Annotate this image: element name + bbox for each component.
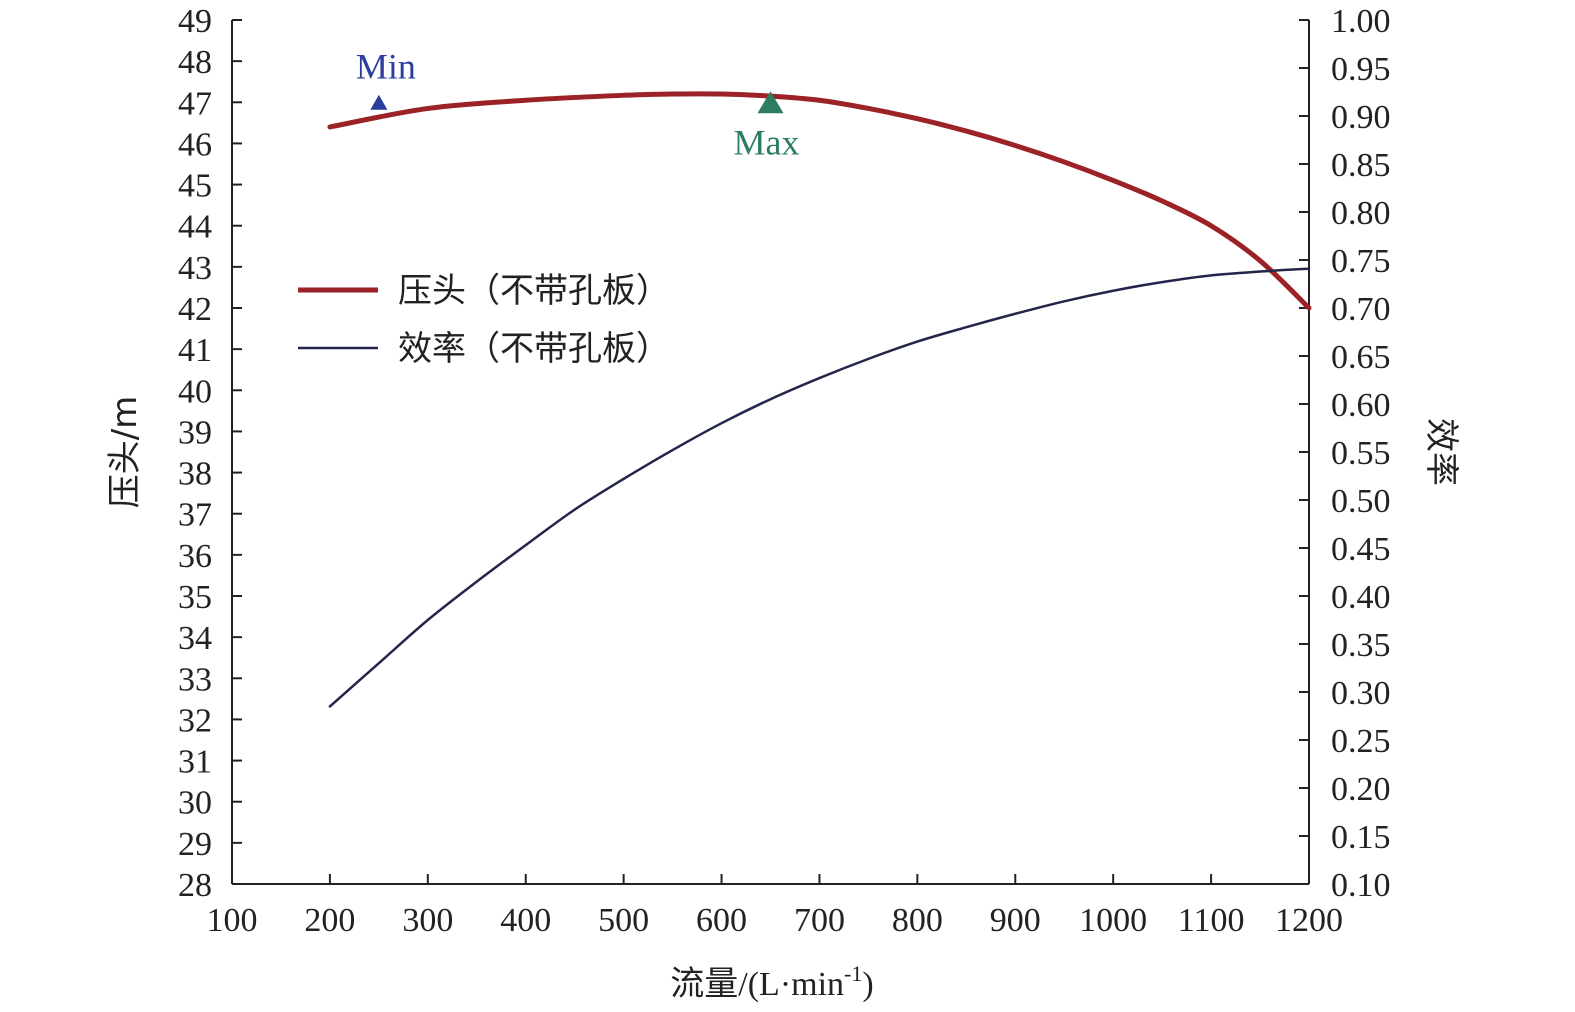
right-tick-label: 0.85 (1331, 147, 1391, 184)
marker-layer: Min Max (356, 46, 800, 162)
x-tick-label: 800 (892, 902, 943, 939)
right-tick-label: 0.60 (1331, 387, 1391, 424)
marker-min-label: Min (356, 46, 416, 86)
right-tick-label: 0.40 (1331, 579, 1391, 616)
right-tick-label: 0.65 (1331, 339, 1391, 376)
x-tick-label: 300 (402, 902, 453, 939)
right-tick-label: 0.95 (1331, 51, 1391, 88)
x-tick-label: 200 (304, 902, 355, 939)
right-tick-label: 0.25 (1331, 723, 1391, 760)
right-tick-label: 0.20 (1331, 771, 1391, 808)
left-tick-label: 34 (178, 620, 212, 657)
right-tick-label: 0.10 (1331, 867, 1391, 904)
marker-max-triangle (757, 91, 784, 114)
right-tick-label: 0.55 (1331, 435, 1391, 472)
right-tick-label: 0.35 (1331, 627, 1391, 664)
x-axis-title: 流量/(L·min-1) (670, 961, 873, 1003)
left-tick-label: 45 (178, 168, 212, 205)
right-tick-label: 0.90 (1331, 99, 1391, 136)
left-tick-label: 46 (178, 126, 212, 163)
left-tick-label: 43 (178, 250, 212, 287)
x-axis-ticks: 100 200 300 400 500 600 700 800 900 1000 1100 1200 (207, 874, 1343, 939)
left-tick-label: 47 (178, 85, 212, 122)
marker-max-label: Max (734, 122, 800, 162)
left-tick-label: 39 (178, 414, 212, 451)
left-tick-label: 33 (178, 661, 212, 698)
series-line-head (327, 91, 1312, 311)
x-tick-label: 500 (598, 902, 649, 939)
x-tick-label: 400 (500, 902, 551, 939)
right-tick-label: 0.45 (1331, 531, 1391, 568)
left-tick-label: 28 (178, 867, 212, 904)
left-tick-label: 35 (178, 579, 212, 616)
right-tick-label: 0.80 (1331, 195, 1391, 232)
x-axis-title-sup: -1 (844, 961, 862, 986)
left-tick-label: 29 (178, 826, 212, 863)
right-axis-ticks: 0.10 0.15 0.20 0.25 0.30 0.35 0.40 0.45 0.50 0.55… (1299, 3, 1391, 904)
x-axis-title-end: ) (862, 966, 873, 1003)
left-tick-label: 36 (178, 538, 212, 575)
right-tick-label: 1.00 (1331, 3, 1391, 40)
legend-label-efficiency: 效率（不带孔板） (398, 329, 670, 369)
x-tick-label: 100 (207, 902, 258, 939)
left-tick-label: 40 (178, 373, 212, 410)
series-line-efficiency (328, 267, 1311, 708)
x-tick-label: 700 (794, 902, 845, 939)
left-tick-label: 49 (178, 3, 212, 40)
left-tick-label: 41 (178, 332, 212, 369)
series-layer (327, 91, 1312, 708)
legend: 压头（不带孔板） 效率（不带孔板） (298, 271, 670, 369)
left-tick-label: 38 (178, 456, 212, 493)
right-tick-label: 0.15 (1331, 819, 1391, 856)
right-tick-label: 0.70 (1331, 291, 1391, 328)
left-tick-label: 32 (178, 702, 212, 739)
x-tick-label: 900 (990, 902, 1041, 939)
left-tick-label: 30 (178, 785, 212, 822)
y-axis-title-right: 效率 (1421, 418, 1461, 486)
right-tick-label: 0.50 (1331, 483, 1391, 520)
x-tick-label: 1100 (1178, 902, 1245, 939)
x-tick-label: 600 (696, 902, 747, 939)
left-tick-label: 37 (178, 497, 212, 534)
left-tick-label: 31 (178, 744, 212, 781)
legend-label-head: 压头（不带孔板） (398, 271, 670, 311)
x-tick-label: 1200 (1275, 902, 1343, 939)
x-tick-label: 1000 (1079, 902, 1147, 939)
right-tick-label: 0.30 (1331, 675, 1391, 712)
left-axis-ticks: 28 29 30 31 32 33 34 35 36 37 38 39 40 41 42 43 44 45 46 47… (178, 3, 242, 904)
x-axis-title-main: 流量/(L·min (670, 965, 844, 1003)
y-axis-title-left: 压头/m (105, 396, 145, 509)
left-tick-label: 48 (178, 44, 212, 81)
right-tick-label: 0.75 (1331, 243, 1391, 280)
left-tick-label: 44 (178, 209, 212, 246)
left-tick-label: 42 (178, 291, 212, 328)
marker-min-triangle (370, 94, 388, 110)
